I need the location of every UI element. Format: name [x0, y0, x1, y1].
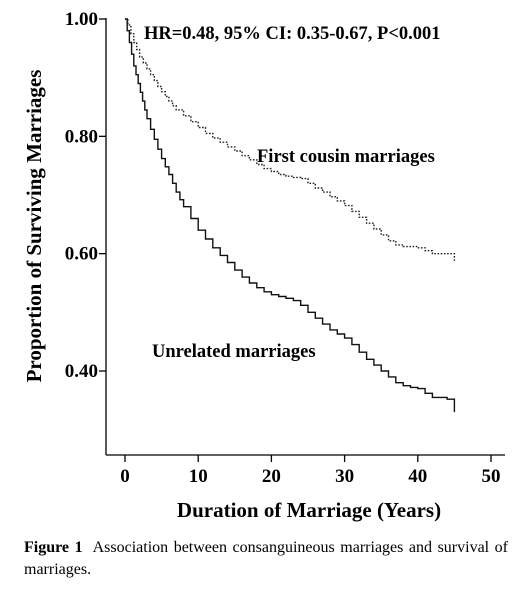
y-tick-label: 0.80 [65, 126, 98, 147]
series-unrelated-line [125, 18, 456, 413]
figure-caption-text: Association between consanguineous marri… [24, 539, 509, 578]
x-tick-label: 50 [482, 466, 501, 487]
series-label-unrelated: Unrelated marriages [152, 342, 316, 362]
y-axis-title: Proportion of Surviving Marriages [22, 70, 46, 383]
x-tick-label: 20 [262, 466, 281, 487]
x-axis-title: Duration of Marriage (Years) [177, 498, 441, 522]
hazard-ratio-annotation: HR=0.48, 95% CI: 0.35-0.67, P<0.001 [144, 24, 441, 44]
y-ticks: 0.40 0.60 0.80 1.00 [65, 9, 106, 382]
x-tick-label: 10 [189, 466, 208, 487]
y-tick-label: 1.00 [65, 9, 98, 30]
y-tick-label: 0.40 [65, 361, 98, 382]
x-tick-label: 40 [408, 466, 427, 487]
chart-axes: 0.40 0.60 0.80 1.00 0 10 20 30 40 50 [65, 9, 505, 487]
series-first-cousin-line [125, 18, 456, 263]
figure-caption: Figure 1 Association between consanguineo… [24, 537, 508, 581]
x-ticks: 0 10 20 30 40 50 [120, 455, 501, 487]
x-tick-label: 0 [120, 466, 130, 487]
x-tick-label: 30 [335, 466, 354, 487]
series-label-first-cousin: First cousin marriages [257, 147, 435, 167]
y-tick-label: 0.60 [65, 244, 98, 265]
series-layer [125, 18, 456, 413]
figure-label: Figure 1 [24, 539, 83, 556]
